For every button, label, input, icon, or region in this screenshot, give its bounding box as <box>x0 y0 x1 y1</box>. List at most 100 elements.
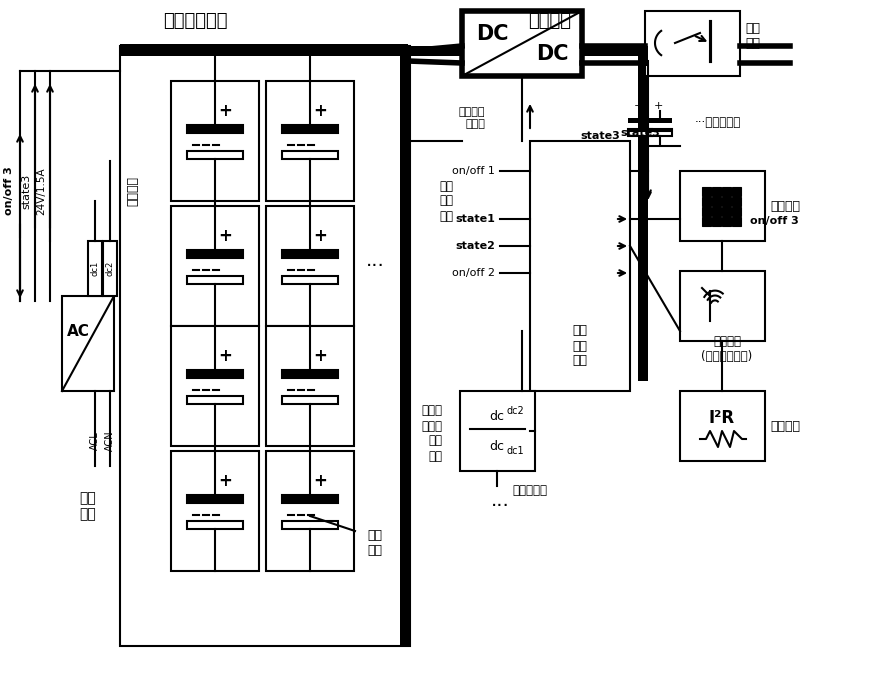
Bar <box>171 81 259 201</box>
Bar <box>722 217 731 226</box>
Bar <box>645 11 740 76</box>
Text: dc1: dc1 <box>90 260 99 276</box>
Text: 模组充电: 模组充电 <box>127 176 139 206</box>
Text: 通信模块
(含光纤和无线): 通信模块 (含光纤和无线) <box>702 335 752 363</box>
Text: 线损模块: 线损模块 <box>770 419 800 432</box>
Bar <box>266 326 354 446</box>
Text: +: + <box>653 101 663 111</box>
Text: ACL: ACL <box>90 432 100 450</box>
Bar <box>282 495 338 503</box>
Bar <box>648 131 672 136</box>
Bar <box>460 391 535 471</box>
Text: on/off 2: on/off 2 <box>452 268 495 278</box>
Bar <box>680 271 765 341</box>
Bar <box>680 171 765 241</box>
Text: state2: state2 <box>455 241 495 251</box>
Bar <box>171 451 259 571</box>
Bar <box>732 217 741 226</box>
Text: 操作电源: 操作电源 <box>529 12 571 30</box>
Text: state3: state3 <box>620 128 660 138</box>
Text: +: + <box>313 472 327 490</box>
Bar <box>702 207 711 216</box>
Bar <box>628 131 652 136</box>
Text: +: + <box>313 347 327 365</box>
Bar <box>282 125 338 133</box>
Bar <box>722 207 731 216</box>
Text: 宽范围: 宽范围 <box>421 405 442 417</box>
Bar <box>187 276 243 284</box>
Text: dc: dc <box>489 409 504 422</box>
Text: 交流
电源: 交流 电源 <box>80 491 97 521</box>
Text: +: + <box>633 101 642 111</box>
Text: 开关动作
时唤醒: 开关动作 时唤醒 <box>458 107 485 129</box>
Bar <box>732 197 741 206</box>
Text: dc2: dc2 <box>105 260 114 276</box>
Bar <box>712 207 721 216</box>
Text: DC: DC <box>476 24 509 44</box>
Bar <box>712 197 721 206</box>
Text: +: + <box>313 227 327 245</box>
Text: DC: DC <box>536 44 568 64</box>
Text: +: + <box>218 472 232 490</box>
Text: AC: AC <box>66 323 89 338</box>
Text: 操作
开关: 操作 开关 <box>745 22 760 50</box>
Text: state3: state3 <box>580 131 620 141</box>
Text: dc2: dc2 <box>506 406 524 416</box>
Bar <box>400 46 410 646</box>
Text: on/off 3: on/off 3 <box>4 167 14 215</box>
Bar <box>638 46 648 66</box>
Bar <box>187 521 243 529</box>
Bar <box>712 187 721 196</box>
Text: 自交流电源: 自交流电源 <box>512 484 548 498</box>
Bar <box>732 187 741 196</box>
Text: state3: state3 <box>21 174 31 208</box>
Text: ···: ··· <box>491 496 509 516</box>
Bar <box>103 241 117 296</box>
Bar <box>282 370 338 378</box>
Bar <box>702 187 711 196</box>
Text: I²R: I²R <box>709 409 735 427</box>
Bar <box>702 217 711 226</box>
Bar <box>266 206 354 326</box>
Bar <box>732 207 741 216</box>
Text: 核心单元: 核心单元 <box>770 200 800 212</box>
Bar <box>712 217 721 226</box>
Bar <box>266 451 354 571</box>
Text: ···: ··· <box>366 257 385 276</box>
Bar <box>120 44 408 56</box>
Text: 超级电容模组: 超级电容模组 <box>163 12 227 30</box>
Text: 24V/1.5A: 24V/1.5A <box>36 168 46 215</box>
Text: +: + <box>218 227 232 245</box>
Bar <box>282 151 338 159</box>
Text: on/off 3: on/off 3 <box>750 216 799 226</box>
Bar <box>702 197 711 206</box>
Bar <box>62 296 114 391</box>
Text: dc1: dc1 <box>506 446 524 456</box>
Bar <box>187 396 243 404</box>
Bar <box>648 118 672 123</box>
Bar <box>187 370 243 378</box>
Text: 状态
实时
上报: 状态 实时 上报 <box>439 180 453 223</box>
Bar <box>462 11 582 76</box>
Bar <box>282 521 338 529</box>
Text: ···电解电容组: ···电解电容组 <box>695 116 742 129</box>
Text: 标准
模块: 标准 模块 <box>368 529 383 557</box>
Text: 低功耗
控制
电源: 低功耗 控制 电源 <box>421 419 442 462</box>
Bar <box>282 250 338 258</box>
Bar <box>171 206 259 326</box>
Bar <box>266 81 354 201</box>
Bar <box>722 197 731 206</box>
Bar <box>187 495 243 503</box>
Text: ACN: ACN <box>105 430 115 452</box>
Bar <box>171 326 259 446</box>
Text: on/off 1: on/off 1 <box>452 166 495 176</box>
Bar <box>530 141 630 391</box>
Bar <box>408 46 638 56</box>
Bar <box>88 241 102 296</box>
Bar <box>722 187 731 196</box>
Bar <box>120 46 410 646</box>
Bar <box>282 396 338 404</box>
Bar <box>187 151 243 159</box>
Text: +: + <box>218 347 232 365</box>
Bar <box>282 276 338 284</box>
